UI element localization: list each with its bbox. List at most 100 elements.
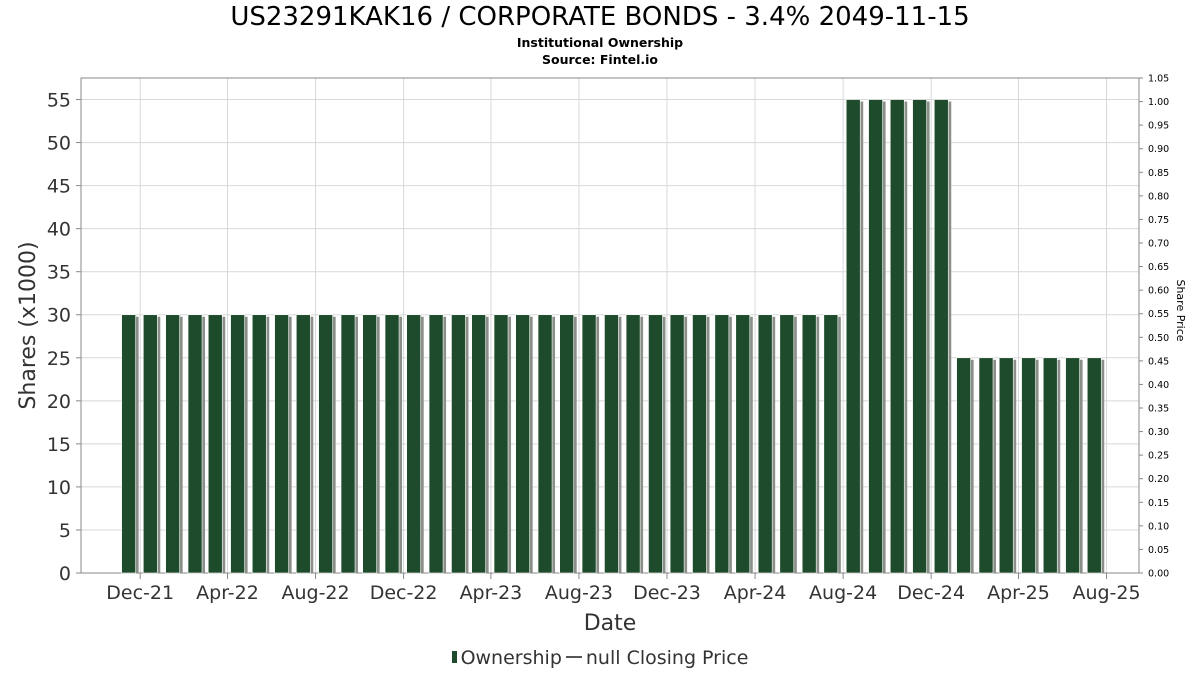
ownership-bar [1021,357,1036,574]
ownership-bar [692,314,707,574]
closing-price-legend-swatch [565,655,582,658]
ownership-bar [406,314,421,574]
ownership-bar [362,314,377,574]
y2-tick-label: 0.25 [1148,451,1169,462]
ownership-bar [669,314,685,574]
y2-tick-label: 0.55 [1148,309,1169,320]
y-tick-label: 30 [47,305,71,327]
y2-tick-label: 0.50 [1148,333,1169,344]
ownership-bar [295,314,311,574]
ownership-bar [933,99,949,574]
ownership-bar [779,314,795,574]
x-tick-label: Aug-22 [281,582,349,604]
y2-tick-label: 0.30 [1148,427,1169,438]
ownership-bar [1042,357,1058,574]
ownership-bar [581,314,597,574]
ownership-bar [187,314,203,574]
ownership-bar [912,99,927,574]
ownership-bar [340,314,356,574]
ownership-bar [537,314,553,574]
y-tick-label: 15 [47,434,71,456]
ownership-bar [471,314,486,574]
y2-tick-label: 0.05 [1148,545,1169,556]
ownership-bar [625,314,641,574]
y-tick-label: 55 [47,90,71,112]
y2-tick-label: 0.10 [1148,521,1169,532]
ownership-bar [998,357,1014,574]
ownership-bar [384,314,400,574]
ownership-bar [823,314,839,574]
y2-tick-label: 0.60 [1148,286,1169,297]
x-tick-label: Dec-24 [897,582,965,604]
ownership-bar [801,314,817,574]
y2-tick-label: 0.95 [1148,121,1169,132]
y-tick-label: 35 [47,262,71,284]
ownership-bar [142,314,158,574]
ownership-bar [1086,357,1102,574]
y2-tick-label: 0.65 [1148,262,1169,273]
ownership-bar [515,314,530,574]
legend-ownership-label: Ownership [460,647,562,669]
legend: Ownership null Closing Price [0,647,1200,669]
ownership-bar [121,314,136,574]
x-tick-label: Aug-24 [809,582,877,604]
ownership-bar [978,357,994,574]
x-tick-label: Dec-21 [106,582,174,604]
chart-subtitle: Institutional Ownership [516,35,684,50]
y2-tick-label: 0.20 [1148,474,1169,485]
ownership-legend-swatch [451,650,457,663]
ownership-bar [274,314,289,574]
x-tick-label: Apr-23 [460,582,523,604]
ownership-bar [714,314,730,574]
y2-tick-label: 0.90 [1148,144,1169,155]
ownership-bar [207,314,223,574]
y-tick-label: 40 [47,219,71,241]
legend-closing-price-label: null Closing Price [585,647,749,669]
y-tick-label: 5 [59,520,71,542]
x-tick-label: Apr-22 [196,582,259,604]
chart-title: US23291KAK16 / CORPORATE BONDS - 3.4% 20… [230,2,970,32]
x-axis-label: Date [584,611,637,636]
ownership-bar [757,314,773,574]
y2-axis-label: Share Price [1174,279,1187,341]
ownership-bar [889,99,905,574]
y2-tick-label: 0.80 [1148,191,1169,202]
ownership-bar [648,314,663,574]
y2-tick-label: 0.40 [1148,380,1169,391]
y2-tick-label: 0.00 [1148,569,1169,580]
y-tick-label: 50 [47,133,71,155]
ownership-bar [559,314,574,574]
y2-tick-label: 0.35 [1148,404,1169,415]
y2-tick-label: 0.45 [1148,356,1169,367]
ownership-bar [165,314,180,574]
ownership-bar [868,99,883,574]
x-tick-label: Dec-23 [633,582,701,604]
y-tick-label: 10 [47,477,71,499]
y2-tick-label: 1.00 [1148,97,1169,108]
x-tick-label: Dec-22 [370,582,438,604]
y2-tick-label: 0.15 [1148,498,1169,509]
ownership-bar [251,314,267,574]
ownership-bar [318,314,333,574]
y2-tick-label: 0.75 [1148,215,1169,226]
y-tick-label: 20 [47,391,71,413]
chart-source: Source: Fintel.io [542,52,658,67]
ownership-bar [493,314,509,574]
ownership-bar [604,314,619,574]
y-tick-label: 45 [47,176,71,198]
x-tick-label: Aug-25 [1072,582,1140,604]
x-tick-label: Apr-25 [987,582,1050,604]
y-tick-label: 25 [47,348,71,370]
ownership-bar [230,314,245,574]
ownership-bar [735,314,751,574]
y2-tick-label: 1.05 [1148,74,1169,85]
x-tick-label: Aug-23 [545,582,613,604]
x-tick-label: Apr-24 [724,582,787,604]
ownership-bar [428,314,444,574]
y-tick-label: 0 [59,563,71,585]
ownership-bar [845,99,861,574]
ownership-bar [956,357,971,574]
ownership-bar [1065,357,1080,574]
y-axis-label: Shares (x1000) [16,241,41,409]
